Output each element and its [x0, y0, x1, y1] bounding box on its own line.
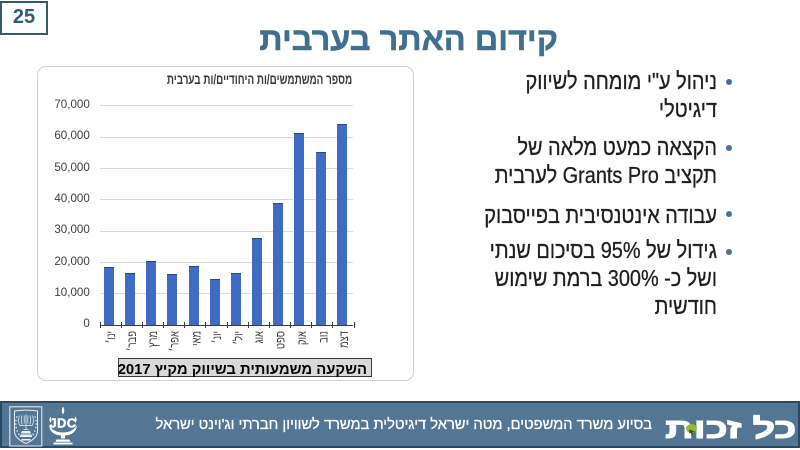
svg-text:JDC: JDC	[50, 416, 77, 431]
